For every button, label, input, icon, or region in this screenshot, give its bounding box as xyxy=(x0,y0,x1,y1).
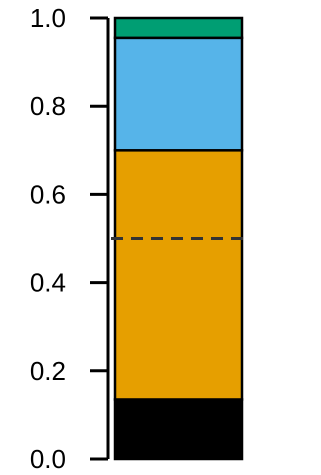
y-tick-label: 0.2 xyxy=(30,356,66,386)
bar-segment-4 xyxy=(113,16,244,40)
y-axis: 0.0 0.2 0.4 0.6 0.8 1.0 xyxy=(30,3,110,474)
y-tick-label: 0.8 xyxy=(30,91,66,121)
y-tick-label: 0.4 xyxy=(30,268,66,298)
bar-segment-3 xyxy=(113,36,244,152)
bar-segments xyxy=(113,16,244,461)
bar-segment-1 xyxy=(113,398,244,461)
bar-segment-2 xyxy=(113,149,244,401)
y-tick-label: 0.0 xyxy=(30,444,66,474)
y-tick-label: 0.6 xyxy=(30,179,66,209)
y-tick-label: 1.0 xyxy=(30,3,66,33)
